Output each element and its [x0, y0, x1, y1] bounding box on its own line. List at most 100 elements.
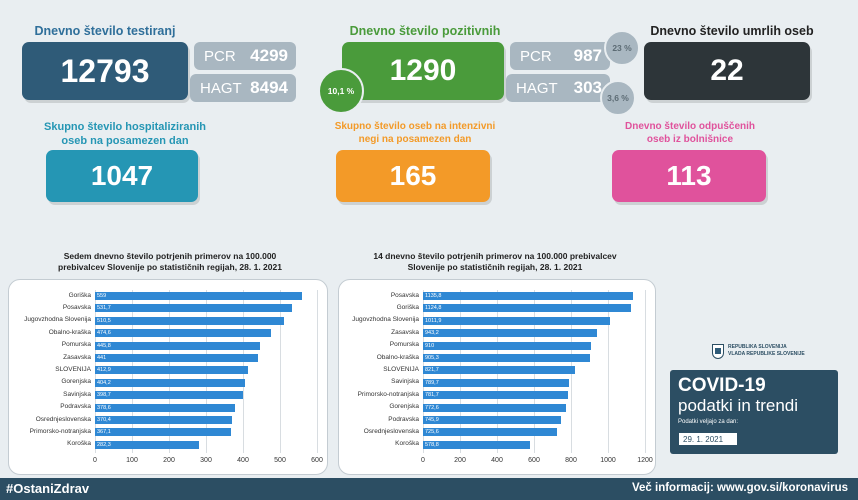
chart1-bar — [95, 378, 245, 387]
discharged-total: 113 — [666, 160, 712, 191]
chart2-category-label: Zasavska — [391, 328, 419, 336]
chart2-value-label: 905,3 — [425, 355, 439, 361]
icu-total-card: 165 — [336, 150, 490, 202]
chart1-tick-label: 100 — [126, 457, 138, 465]
brand-title-line2: podatki in trendi — [678, 396, 799, 415]
discharged-total-card: 113 — [612, 150, 766, 202]
chart2-bar — [423, 304, 632, 313]
icu-total: 165 — [389, 160, 437, 191]
positive-pcr-share: 23 % — [612, 43, 632, 53]
chart1-title-line1: Sedem dnevno število potrjenih primerov … — [63, 251, 277, 261]
icu-title: Skupno število oseb na intenzivni negi n… — [330, 120, 500, 146]
brand-title-line1: COVID-19 — [678, 375, 766, 396]
chart1-bar — [95, 428, 231, 437]
chart1-bar — [95, 391, 243, 400]
chart1-tick-label: 300 — [200, 457, 212, 465]
chart2-tick-label: 800 — [565, 457, 577, 465]
chart1-bar — [95, 440, 200, 449]
chart2-bar — [423, 354, 591, 362]
testing-pcr-card: PCR 4299 — [194, 42, 296, 70]
chart2-bar — [423, 341, 592, 350]
footer-bar: #OstaniZdrav Več informacij: www.gov.si/… — [0, 478, 858, 500]
chart2-title-line2: Slovenije po statističnih regijah, 28. 1… — [407, 262, 583, 272]
chart1-bar — [95, 316, 284, 325]
chart2-value-label: 725,6 — [425, 429, 439, 436]
chart1-gridline — [317, 290, 318, 454]
chart1-category-label: Posavska — [62, 303, 91, 311]
chart2-bar — [423, 316, 611, 325]
chart2-bar — [423, 378, 570, 387]
chart2-tick-label: 1000 — [600, 457, 616, 465]
hospital-total: 1047 — [90, 160, 154, 191]
positive-hagt-card: HAGT 303 — [506, 74, 610, 102]
chart2-value-label: 821,7 — [425, 367, 439, 374]
chart1-value-label: 510,5 — [97, 317, 111, 324]
chart1-bar — [95, 292, 302, 300]
chart2-bar — [423, 329, 598, 338]
chart1-category-label: Pomurska — [61, 341, 91, 349]
chart2-category-label: SLOVENIJA — [383, 365, 419, 373]
icu-title-line1: Skupno število oseb na intenzivni — [334, 121, 496, 132]
positive-hagt-value: 303 — [573, 78, 602, 97]
chart1-category-label: Primorsko-notranjska — [29, 427, 91, 435]
chart2-bar — [423, 391, 568, 400]
chart2-title: 14 dnevno število potrjenih primerov na … — [350, 251, 640, 273]
chart2-value-label: 745,9 — [425, 417, 439, 423]
chart2-value-label: 1011,9 — [425, 317, 442, 324]
positive-title: Dnevno število pozitivnih — [349, 24, 501, 38]
chart2-panel: 0 200 400 600 800 1000 1200 Posavska 1135,8 Goriš… — [338, 279, 656, 475]
chart1-bar — [95, 416, 233, 424]
positive-share-circle: 10,1 % — [318, 68, 364, 114]
slovenia-coat-of-arms-icon — [712, 344, 724, 359]
chart1-value-label: 445,8 — [97, 342, 111, 349]
positive-pcr-label: PCR — [520, 47, 552, 65]
chart1-value-label: 531,7 — [97, 305, 111, 312]
chart1-category-label: Podravska — [60, 403, 91, 411]
chart2-value-label: 1135,8 — [425, 293, 442, 299]
brand-date: 29. 1. 2021 — [678, 432, 738, 446]
chart2-bar — [423, 292, 634, 300]
chart2-value-label: 910 — [425, 342, 435, 349]
chart2-gridline — [645, 290, 646, 454]
chart1-bar — [95, 354, 259, 362]
chart2-category-label: Obalno-kraška — [376, 353, 419, 361]
chart2-category-label: Primorsko-notranjska — [357, 390, 419, 398]
chart1-tick-label: 0 — [93, 457, 97, 465]
chart1-value-label: 370,4 — [97, 417, 111, 423]
more-info-link[interactable]: Več informacij: www.gov.si/koronavirus — [631, 482, 848, 494]
chart2-bar — [423, 428, 558, 437]
chart2-category-label: Jugovzhodna Slovenija — [352, 316, 419, 324]
testing-total-card: 12793 — [22, 42, 188, 100]
testing-hagt-value: 8494 — [250, 78, 288, 97]
chart1-bar — [95, 304, 292, 313]
positive-hagt-share-circle: 3,6 % — [600, 80, 636, 116]
chart2-value-label: 772,6 — [425, 404, 439, 411]
chart2-value-label: 781,7 — [425, 392, 439, 399]
chart2-value-label: 578,8 — [425, 441, 439, 448]
testing-pcr-label: PCR — [204, 47, 236, 65]
chart1-category-label: Koroška — [67, 440, 91, 448]
chart1-category-label: Jugovzhodna Slovenija — [24, 316, 91, 324]
chart2-bar — [423, 440, 531, 449]
positive-pcr-card: PCR 987 — [510, 42, 610, 70]
chart1-tick-label: 400 — [237, 457, 249, 465]
chart1-bar — [95, 366, 248, 375]
chart1-category-label: Gorenjska — [61, 378, 91, 386]
chart1-value-label: 367,1 — [97, 429, 111, 436]
discharged-title-line1: Dnevno število odpuščenih — [624, 121, 756, 132]
chart2-category-label: Podravska — [388, 415, 419, 423]
chart2-bar — [423, 403, 566, 412]
chart1-category-label: Obalno-kraška — [48, 328, 91, 336]
chart1-category-label: SLOVENIJA — [55, 365, 91, 373]
chart2-category-label: Goriška — [396, 303, 419, 311]
chart1-tick-label: 500 — [274, 457, 286, 465]
gov-logo: REPUBLIKA SLOVENIJA VLADA REPUBLIKE SLOV… — [712, 342, 832, 362]
brand-valid-label: Podatki veljajo za dan: — [678, 419, 739, 425]
chart1-category-label: Savinjska — [63, 390, 91, 398]
chart2-gridline — [608, 290, 609, 454]
positive-total: 1290 — [389, 54, 457, 87]
chart2-tick-label: 400 — [491, 457, 503, 465]
chart2-category-label: Gorenjska — [389, 403, 419, 411]
chart1-bar — [95, 329, 271, 338]
chart2-bar — [423, 366, 575, 375]
